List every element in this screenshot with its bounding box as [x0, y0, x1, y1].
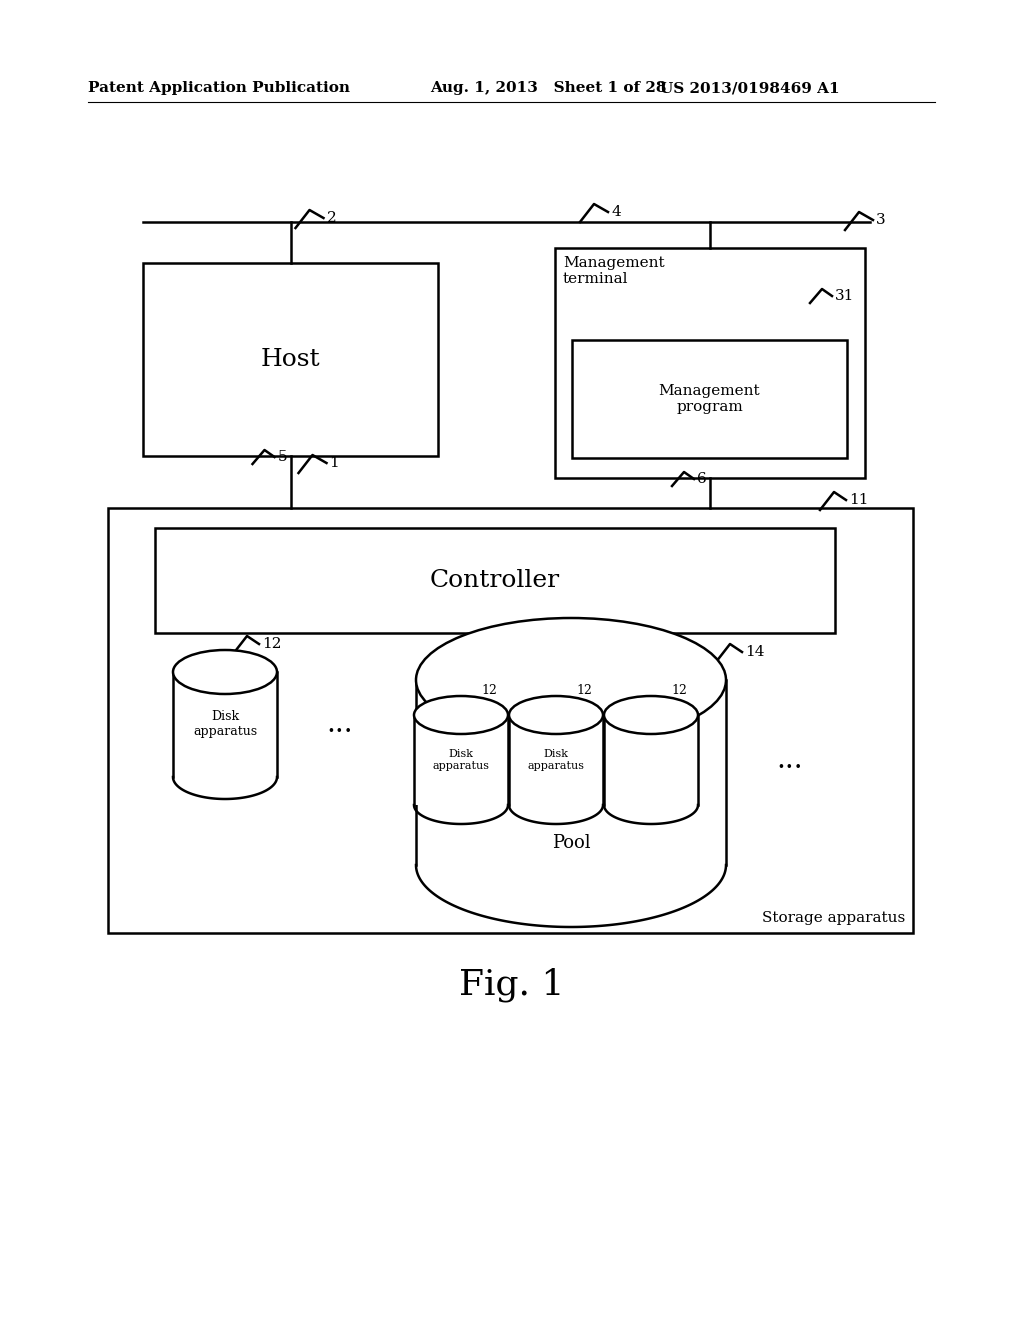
Text: Pool: Pool	[552, 834, 590, 851]
Text: Management
program: Management program	[658, 384, 760, 414]
Bar	[572, 341, 847, 458]
Text: 12: 12	[481, 684, 497, 697]
Text: Aug. 1, 2013   Sheet 1 of 28: Aug. 1, 2013 Sheet 1 of 28	[430, 81, 667, 95]
Bar	[108, 508, 913, 933]
Bar	[173, 672, 278, 777]
Text: 4: 4	[611, 205, 621, 219]
Ellipse shape	[173, 649, 278, 694]
Ellipse shape	[416, 618, 726, 742]
Bar	[155, 528, 835, 634]
Text: Host: Host	[261, 348, 321, 371]
Bar	[416, 680, 726, 865]
Ellipse shape	[604, 696, 698, 734]
Bar	[555, 248, 865, 478]
Text: Disk
apparatus: Disk apparatus	[432, 750, 489, 771]
Text: 3: 3	[876, 213, 886, 227]
Bar	[414, 715, 508, 805]
Text: 12: 12	[671, 684, 687, 697]
Text: 2: 2	[327, 211, 336, 224]
Text: 11: 11	[849, 492, 868, 507]
Text: 1: 1	[330, 455, 339, 470]
Text: 12: 12	[262, 638, 282, 651]
Text: 12: 12	[575, 684, 592, 697]
Text: Storage apparatus: Storage apparatus	[762, 911, 905, 925]
Bar	[604, 715, 698, 805]
Text: 5: 5	[278, 450, 287, 465]
Bar	[509, 715, 603, 805]
Ellipse shape	[414, 696, 508, 734]
Text: Disk
apparatus: Disk apparatus	[527, 750, 585, 771]
Ellipse shape	[509, 696, 603, 734]
Text: 6: 6	[697, 473, 707, 486]
Text: 31: 31	[835, 289, 854, 304]
Text: Fig. 1: Fig. 1	[459, 968, 565, 1002]
Text: ...: ...	[776, 747, 803, 774]
Text: Management
terminal: Management terminal	[563, 256, 665, 286]
Text: ...: ...	[327, 711, 353, 738]
Text: US 2013/0198469 A1: US 2013/0198469 A1	[660, 81, 840, 95]
Text: Controller: Controller	[430, 569, 560, 591]
Text: Disk
apparatus: Disk apparatus	[193, 710, 257, 738]
Text: Patent Application Publication: Patent Application Publication	[88, 81, 350, 95]
Bar	[143, 263, 438, 455]
Text: 14: 14	[745, 645, 765, 659]
